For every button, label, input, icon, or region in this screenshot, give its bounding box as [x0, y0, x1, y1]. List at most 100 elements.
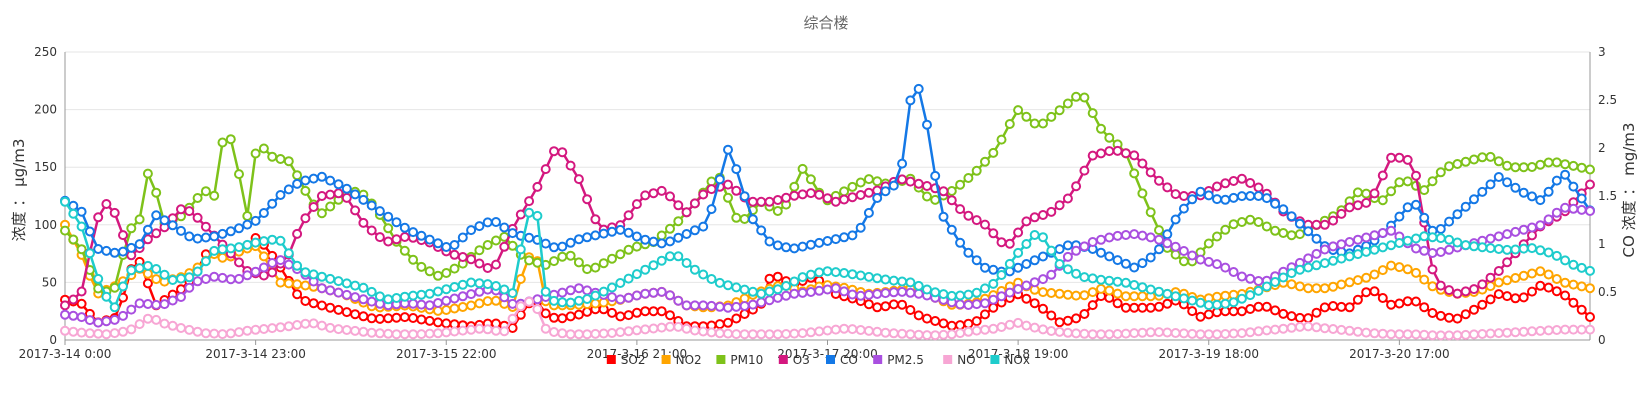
- data-point[interactable]: [1112, 230, 1123, 241]
- data-point[interactable]: [1270, 277, 1281, 287]
- data-point[interactable]: [988, 264, 999, 275]
- data-point[interactable]: [607, 226, 617, 237]
- data-point[interactable]: [267, 198, 278, 209]
- data-point[interactable]: [101, 316, 112, 327]
- data-point[interactable]: [739, 191, 750, 202]
- data-point[interactable]: [118, 281, 128, 292]
- data-point[interactable]: [449, 240, 460, 250]
- data-point[interactable]: [1178, 203, 1189, 214]
- data-point[interactable]: [300, 185, 311, 196]
- data-point[interactable]: [1212, 194, 1222, 205]
- data-point[interactable]: [1402, 154, 1413, 165]
- data-point[interactable]: [292, 320, 303, 330]
- data-point[interactable]: [1576, 304, 1587, 315]
- data-point[interactable]: [1485, 243, 1496, 254]
- data-point[interactable]: [1294, 312, 1305, 323]
- data-point[interactable]: [1568, 259, 1579, 270]
- data-point[interactable]: [1427, 232, 1438, 243]
- data-point[interactable]: [1361, 232, 1372, 243]
- data-point[interactable]: [1510, 244, 1521, 255]
- data-point[interactable]: [723, 144, 733, 155]
- data-point[interactable]: [1328, 241, 1339, 252]
- data-point[interactable]: [1585, 206, 1595, 216]
- data-point[interactable]: [1029, 277, 1040, 288]
- data-point[interactable]: [1485, 151, 1496, 162]
- data-point[interactable]: [1444, 234, 1455, 245]
- data-point[interactable]: [1112, 145, 1123, 156]
- data-point[interactable]: [1502, 327, 1513, 338]
- data-point[interactable]: [1096, 274, 1106, 285]
- data-point[interactable]: [1535, 266, 1546, 277]
- data-point[interactable]: [1527, 286, 1537, 297]
- data-point[interactable]: [399, 329, 410, 340]
- data-point[interactable]: [1535, 159, 1546, 170]
- data-point[interactable]: [209, 231, 220, 242]
- data-point[interactable]: [383, 211, 394, 222]
- data-point[interactable]: [225, 243, 236, 254]
- data-point[interactable]: [1013, 227, 1024, 238]
- data-point[interactable]: [1543, 269, 1554, 280]
- data-point[interactable]: [830, 324, 841, 335]
- data-point[interactable]: [1187, 250, 1198, 261]
- data-point[interactable]: [673, 216, 684, 227]
- data-point[interactable]: [930, 194, 941, 205]
- data-point[interactable]: [300, 318, 311, 329]
- data-point[interactable]: [225, 226, 236, 237]
- data-point[interactable]: [1336, 208, 1347, 219]
- data-point[interactable]: [540, 308, 551, 319]
- data-point[interactable]: [1319, 244, 1330, 255]
- data-point[interactable]: [101, 329, 112, 340]
- data-point[interactable]: [200, 232, 211, 243]
- data-point[interactable]: [1411, 233, 1421, 244]
- data-point[interactable]: [1079, 328, 1090, 339]
- data-point[interactable]: [1336, 253, 1347, 264]
- data-point[interactable]: [656, 238, 667, 249]
- data-point[interactable]: [1212, 231, 1222, 242]
- data-point[interactable]: [474, 245, 485, 256]
- data-point[interactable]: [1054, 244, 1065, 255]
- data-point[interactable]: [134, 239, 145, 250]
- data-point[interactable]: [383, 294, 394, 305]
- data-point[interactable]: [1203, 329, 1214, 340]
- data-point[interactable]: [739, 301, 750, 311]
- data-point[interactable]: [615, 327, 626, 338]
- data-point[interactable]: [549, 256, 559, 267]
- data-point[interactable]: [863, 207, 874, 218]
- data-point[interactable]: [1518, 224, 1529, 235]
- data-point[interactable]: [1071, 268, 1082, 279]
- data-point[interactable]: [1411, 170, 1421, 181]
- data-point[interactable]: [971, 316, 982, 327]
- data-point[interactable]: [913, 280, 924, 291]
- data-point[interactable]: [863, 289, 874, 300]
- data-point[interactable]: [416, 261, 427, 272]
- data-point[interactable]: [880, 288, 891, 299]
- data-point[interactable]: [640, 324, 651, 335]
- data-point[interactable]: [706, 327, 717, 338]
- data-point[interactable]: [1477, 152, 1488, 163]
- data-point[interactable]: [60, 196, 70, 207]
- data-point[interactable]: [1510, 182, 1521, 193]
- data-point[interactable]: [109, 207, 120, 218]
- data-point[interactable]: [565, 311, 576, 322]
- data-point[interactable]: [308, 298, 319, 309]
- data-point[interactable]: [1510, 293, 1521, 304]
- data-point[interactable]: [888, 299, 899, 310]
- data-point[interactable]: [176, 225, 186, 236]
- data-point[interactable]: [134, 214, 145, 225]
- data-point[interactable]: [267, 323, 278, 334]
- data-point[interactable]: [565, 237, 576, 248]
- data-point[interactable]: [1038, 232, 1048, 243]
- data-point[interactable]: [1270, 305, 1281, 316]
- data-point[interactable]: [366, 327, 377, 338]
- data-point[interactable]: [275, 255, 286, 266]
- data-point[interactable]: [1245, 327, 1256, 338]
- data-point[interactable]: [134, 319, 145, 330]
- data-point[interactable]: [424, 266, 435, 277]
- data-point[interactable]: [1096, 283, 1106, 294]
- data-point[interactable]: [673, 200, 684, 211]
- data-point[interactable]: [615, 249, 626, 260]
- data-point[interactable]: [797, 189, 808, 200]
- data-point[interactable]: [1096, 234, 1106, 245]
- data-point[interactable]: [764, 286, 775, 297]
- data-point[interactable]: [549, 312, 559, 323]
